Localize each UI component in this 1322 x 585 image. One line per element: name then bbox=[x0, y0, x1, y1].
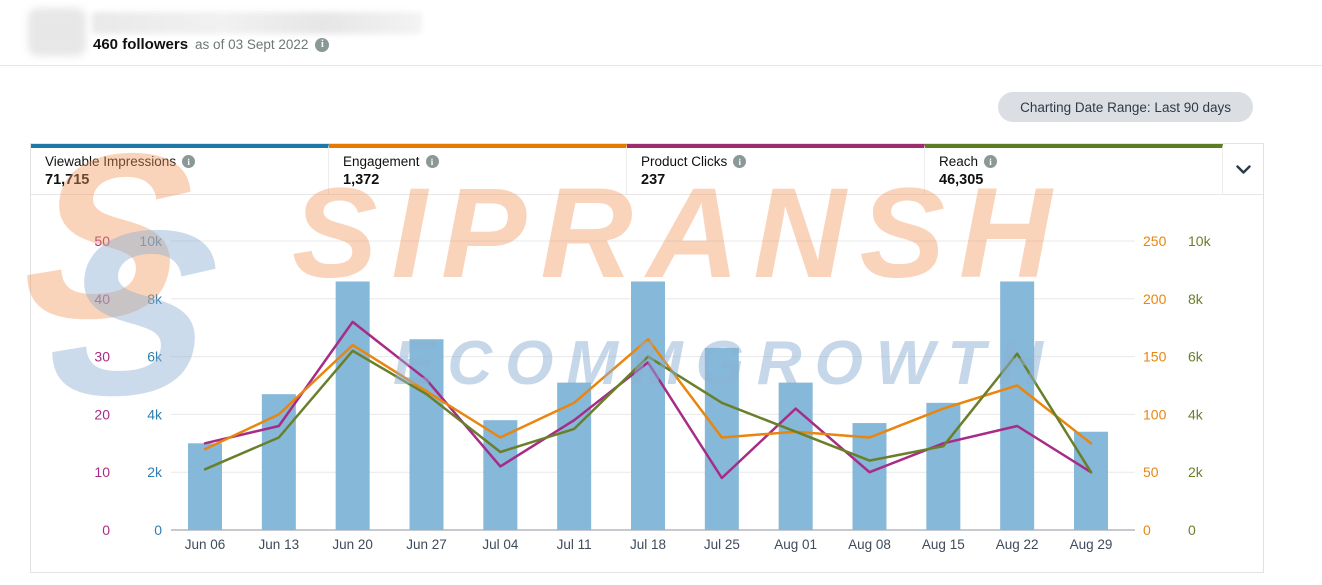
svg-text:10k: 10k bbox=[139, 233, 163, 249]
svg-text:Jul 18: Jul 18 bbox=[630, 537, 666, 552]
svg-text:0: 0 bbox=[102, 522, 110, 538]
metric-label: Reach bbox=[939, 154, 978, 169]
svg-text:4k: 4k bbox=[147, 406, 163, 422]
metric-tabs-row: Viewable Impressions i 71,715 Engagement… bbox=[31, 144, 1263, 195]
metric-value: 71,715 bbox=[45, 172, 314, 188]
tab-product-clicks[interactable]: Product Clicks i 237 bbox=[627, 144, 925, 194]
svg-text:0: 0 bbox=[154, 522, 162, 538]
svg-text:8k: 8k bbox=[147, 291, 163, 307]
svg-text:Aug 29: Aug 29 bbox=[1070, 537, 1113, 552]
svg-text:Aug 01: Aug 01 bbox=[774, 537, 817, 552]
svg-text:Jun 06: Jun 06 bbox=[185, 537, 226, 552]
info-icon[interactable]: i bbox=[182, 155, 195, 168]
tab-viewable-impressions[interactable]: Viewable Impressions i 71,715 bbox=[31, 144, 329, 194]
svg-text:2k: 2k bbox=[1188, 464, 1204, 480]
svg-text:20: 20 bbox=[94, 406, 110, 422]
svg-text:100: 100 bbox=[1143, 406, 1167, 422]
svg-text:0: 0 bbox=[1143, 522, 1151, 538]
info-icon[interactable]: i bbox=[733, 155, 746, 168]
metric-label: Viewable Impressions bbox=[45, 154, 176, 169]
combo-chart-svg: 0 10 20 30 40 50 0 2k 4k 6k 8k 10k 0 50 100 150 200 250 0 2… bbox=[31, 195, 1263, 569]
svg-text:8k: 8k bbox=[1188, 291, 1204, 307]
tab-reach[interactable]: Reach i 46,305 bbox=[925, 144, 1223, 194]
svg-text:30: 30 bbox=[94, 349, 110, 365]
followers-count: 460 followers bbox=[93, 36, 188, 53]
svg-text:2k: 2k bbox=[147, 464, 163, 480]
metric-value: 1,372 bbox=[343, 172, 612, 188]
svg-text:200: 200 bbox=[1143, 291, 1167, 307]
info-icon[interactable]: i bbox=[315, 38, 329, 52]
chevron-down-icon bbox=[1236, 165, 1251, 174]
svg-text:50: 50 bbox=[94, 233, 110, 249]
svg-text:40: 40 bbox=[94, 291, 110, 307]
svg-text:0: 0 bbox=[1188, 522, 1196, 538]
svg-text:150: 150 bbox=[1143, 349, 1167, 365]
tab-engagement[interactable]: Engagement i 1,372 bbox=[329, 144, 627, 194]
svg-text:Aug 15: Aug 15 bbox=[922, 537, 965, 552]
analytics-panel: Viewable Impressions i 71,715 Engagement… bbox=[30, 143, 1264, 573]
svg-text:10k: 10k bbox=[1188, 233, 1212, 249]
info-icon[interactable]: i bbox=[426, 155, 439, 168]
page-header: 460 followers as of 03 Sept 2022 i bbox=[0, 0, 1322, 66]
collapse-metrics-button[interactable] bbox=[1223, 144, 1263, 194]
svg-text:Jul 04: Jul 04 bbox=[482, 537, 519, 552]
svg-text:4k: 4k bbox=[1188, 406, 1204, 422]
svg-text:Jun 27: Jun 27 bbox=[406, 537, 447, 552]
svg-text:Jul 11: Jul 11 bbox=[557, 537, 592, 552]
metric-value: 46,305 bbox=[939, 172, 1208, 188]
brand-avatar bbox=[28, 8, 86, 56]
svg-text:Aug 22: Aug 22 bbox=[996, 537, 1039, 552]
charting-date-range-label: Charting Date Range: Last 90 days bbox=[1020, 100, 1231, 115]
svg-text:6k: 6k bbox=[1188, 349, 1204, 365]
metric-value: 237 bbox=[641, 172, 910, 188]
info-icon[interactable]: i bbox=[984, 155, 997, 168]
svg-text:Jul 25: Jul 25 bbox=[704, 537, 740, 552]
svg-text:50: 50 bbox=[1143, 464, 1159, 480]
brand-name-redacted bbox=[92, 12, 422, 34]
charting-date-range-button[interactable]: Charting Date Range: Last 90 days bbox=[998, 92, 1253, 122]
metrics-combo-chart: 0 10 20 30 40 50 0 2k 4k 6k 8k 10k 0 50 100 150 200 250 0 2… bbox=[31, 195, 1263, 569]
svg-text:10: 10 bbox=[94, 464, 110, 480]
svg-text:Jun 20: Jun 20 bbox=[332, 537, 373, 552]
metric-label: Product Clicks bbox=[641, 154, 727, 169]
svg-text:Jun 13: Jun 13 bbox=[259, 537, 300, 552]
metric-label: Engagement bbox=[343, 154, 420, 169]
svg-text:6k: 6k bbox=[147, 349, 163, 365]
svg-text:Aug 08: Aug 08 bbox=[848, 537, 891, 552]
svg-text:250: 250 bbox=[1143, 233, 1167, 249]
followers-as-of-date: as of 03 Sept 2022 bbox=[195, 37, 308, 52]
